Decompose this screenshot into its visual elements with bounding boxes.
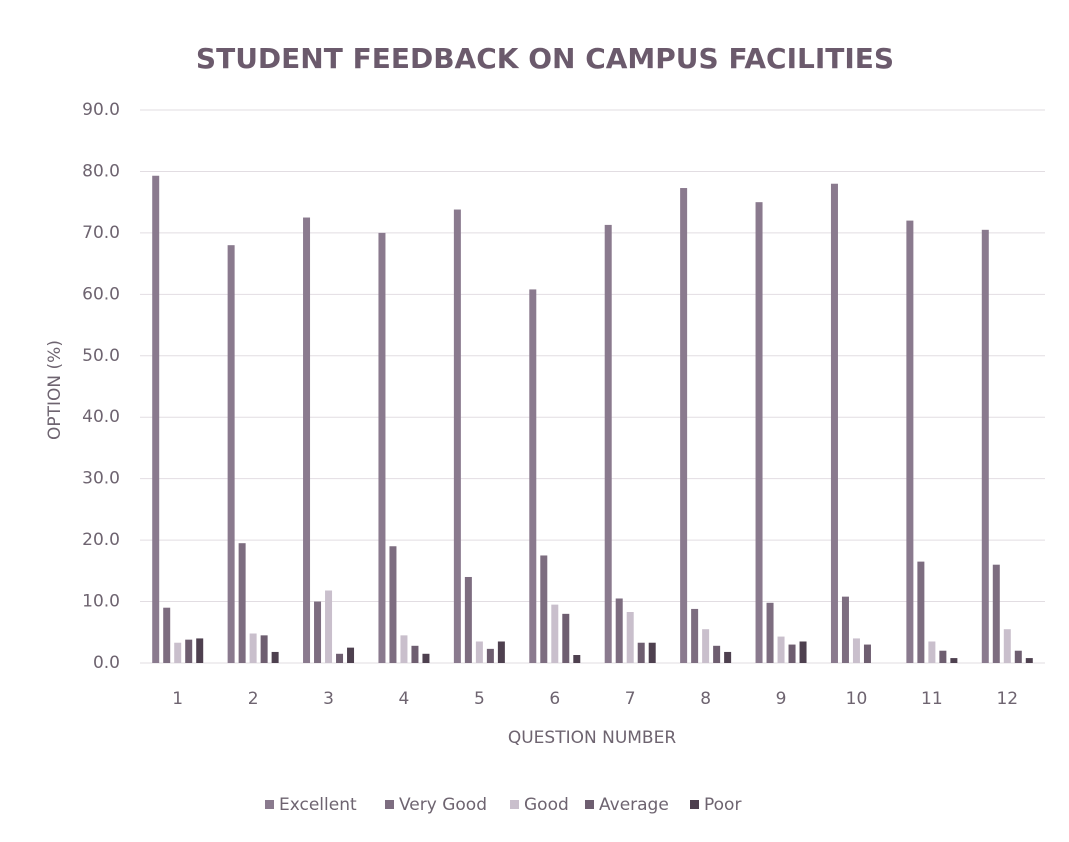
y-tick-label: 70.0 [82, 223, 120, 243]
legend-swatch [585, 800, 594, 809]
bar [336, 653, 344, 663]
x-tick-label: 11 [921, 689, 943, 709]
bar [713, 645, 721, 663]
bar [389, 546, 397, 663]
y-tick-label: 40.0 [82, 407, 120, 427]
bar [992, 564, 1000, 663]
y-tick-label: 50.0 [82, 346, 120, 366]
bar [615, 598, 623, 663]
bar [347, 647, 355, 663]
y-tick-label: 30.0 [82, 469, 120, 489]
bar [325, 590, 333, 663]
x-tick-label: 10 [846, 689, 868, 709]
bar [573, 655, 581, 663]
bar [185, 639, 193, 663]
bar [604, 224, 612, 663]
legend-swatch [690, 800, 699, 809]
bar [939, 650, 947, 663]
bar [799, 641, 807, 663]
x-tick-label: 4 [399, 689, 410, 709]
bar [453, 209, 461, 664]
legend-label: Average [599, 795, 669, 815]
bar [529, 289, 537, 663]
bar [841, 596, 849, 663]
bar [928, 641, 936, 663]
y-tick-label: 20.0 [82, 530, 120, 550]
bar [475, 641, 483, 663]
bar [1014, 650, 1022, 663]
bar [422, 653, 430, 663]
bar [540, 555, 548, 663]
bar [464, 576, 472, 663]
bar [238, 543, 246, 663]
x-tick-label: 3 [323, 689, 334, 709]
bar [163, 607, 171, 663]
bar [724, 651, 732, 663]
bar [551, 604, 559, 663]
bar [852, 638, 860, 663]
x-tick-label: 8 [700, 689, 711, 709]
bar [648, 642, 656, 663]
bar [777, 636, 785, 663]
bar [174, 642, 182, 663]
legend-label: Very Good [399, 795, 487, 815]
legend-label: Poor [704, 795, 741, 815]
bar [766, 602, 774, 663]
bar [788, 644, 796, 663]
x-tick-label: 12 [996, 689, 1018, 709]
bar [702, 629, 710, 663]
bar [271, 651, 279, 663]
y-tick-label: 90.0 [82, 100, 120, 120]
bar [626, 612, 634, 663]
bar [691, 608, 699, 663]
bar [260, 635, 268, 663]
chart-title: STUDENT FEEDBACK ON CAMPUS FACILITIES [196, 42, 894, 75]
x-tick-label: 5 [474, 689, 485, 709]
bar [906, 220, 914, 663]
bar [562, 613, 570, 663]
legend-label: Excellent [279, 795, 357, 815]
bar [680, 188, 688, 664]
bar [400, 635, 408, 663]
bar [411, 645, 419, 663]
bar [303, 217, 311, 663]
y-tick-label: 10.0 [82, 592, 120, 612]
bar [755, 202, 763, 663]
legend-swatch [385, 800, 394, 809]
bar [637, 642, 645, 663]
bar [1003, 629, 1011, 663]
y-tick-label: 0.0 [93, 653, 120, 673]
y-tick-label: 80.0 [82, 161, 120, 181]
x-axis-title: QUESTION NUMBER [508, 728, 676, 748]
bar [830, 183, 838, 663]
bar [981, 229, 989, 664]
legend-label: Good [524, 795, 569, 815]
bar [314, 601, 322, 663]
x-tick-label: 1 [172, 689, 183, 709]
bar [950, 658, 958, 663]
bar [1025, 658, 1033, 663]
bar [152, 175, 160, 664]
y-axis-title: OPTION (%) [45, 340, 65, 440]
x-tick-label: 7 [625, 689, 636, 709]
x-tick-label: 2 [248, 689, 259, 709]
legend-swatch [510, 800, 519, 809]
legend-swatch [265, 800, 274, 809]
bar [863, 644, 871, 663]
bar [249, 633, 257, 663]
bar [497, 641, 505, 663]
x-tick-label: 9 [776, 689, 787, 709]
x-tick-label: 6 [549, 689, 560, 709]
bar [917, 561, 925, 663]
bar [486, 648, 494, 663]
bar [227, 245, 235, 663]
y-tick-label: 60.0 [82, 284, 120, 304]
bar [196, 638, 204, 663]
bar [378, 232, 386, 663]
